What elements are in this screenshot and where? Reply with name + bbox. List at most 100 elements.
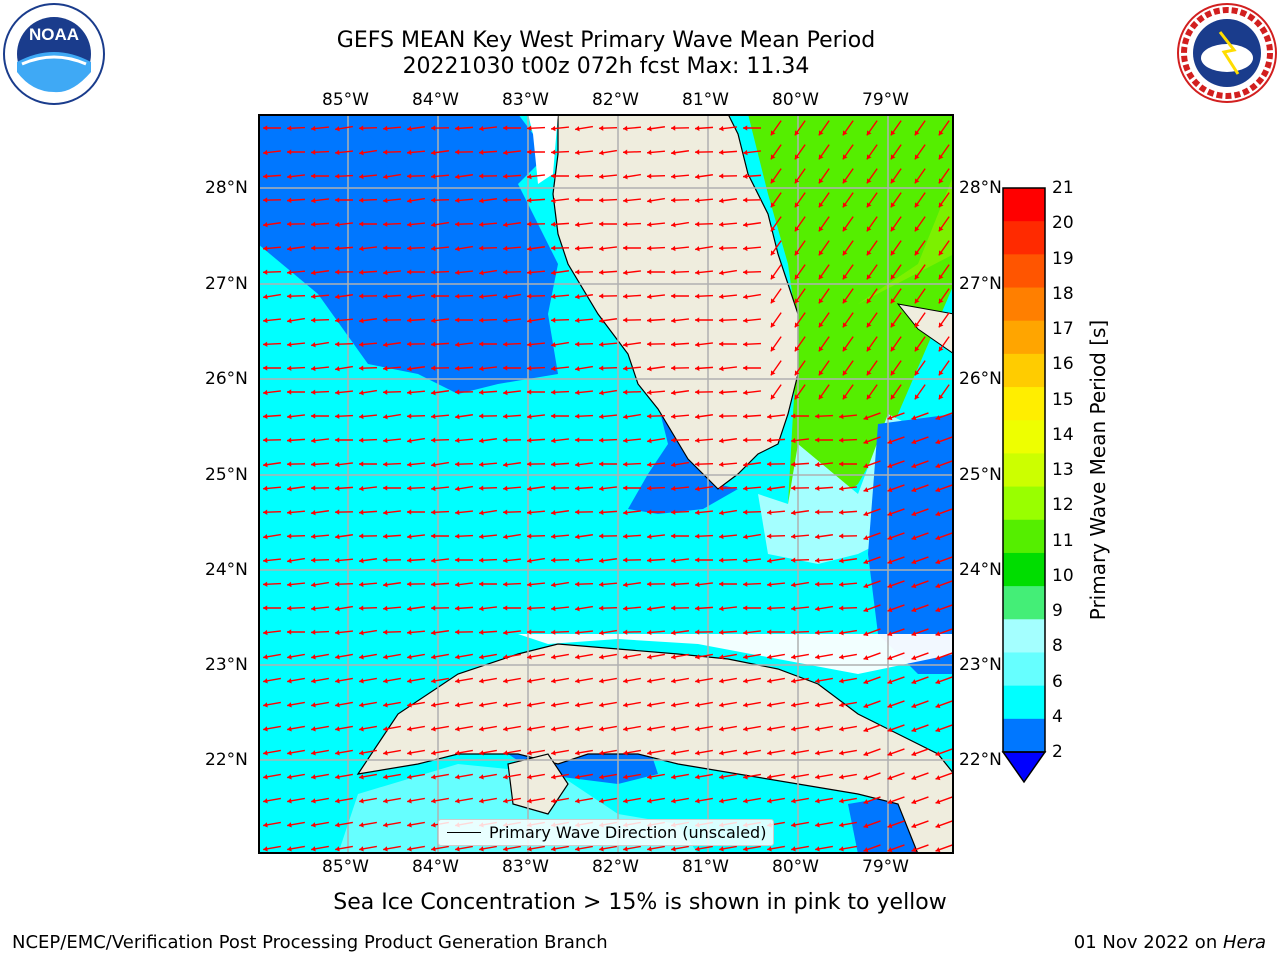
wave-direction-arrowhead [887,607,893,613]
wave-direction-arrowhead [623,509,628,516]
wave-direction-arrowhead [839,702,844,708]
wave-direction-arrowhead [938,130,944,136]
wave-direction-arrowhead [671,702,676,708]
wave-direction-arrowhead [383,317,388,323]
wave-direction-arrowhead [623,702,628,708]
wave-direction-arrowhead [911,415,917,421]
wave-direction-arrowhead [575,389,580,396]
wave-direction-arrowhead [794,370,800,376]
wave-direction-arrowhead [647,126,652,132]
wave-direction-arrowhead [407,509,412,515]
wave-direction-arrowhead [455,750,460,756]
colorbar-tick-label: 13 [1052,460,1074,480]
wave-direction-arrowhead [839,750,844,756]
wave-direction-arrowhead [383,437,388,444]
wave-direction-arrowhead [599,774,604,780]
wave-direction-arrowhead [503,197,508,203]
wave-direction-arrowhead [818,298,824,304]
wave-direction-arrowhead [887,535,893,541]
wave-direction-arrowhead [551,798,556,804]
wave-direction-arrowhead [263,222,268,228]
isle-of-youth [507,753,569,815]
lon-label-bottom: 79°W [862,857,909,877]
legend-line-sample [447,832,481,833]
wave-direction-arrowhead [863,655,869,661]
wave-direction-arrowhead [335,846,340,852]
wave-direction-arrowhead [359,150,364,156]
noaa-logo: NOAA [3,3,105,105]
wave-direction-arrowhead [527,389,532,395]
wave-direction-arrowhead [791,750,796,756]
wave-direction-arrowhead [455,149,460,155]
wave-direction-arrowhead [575,413,580,419]
wave-direction-arrowhead [743,173,748,180]
low-period-region-nw [258,114,398,194]
wave-direction-arrowhead [914,202,920,208]
wave-direction-arrowhead [743,750,748,756]
wave-direction-arrowhead [818,346,824,352]
wave-direction-arrowhead [671,654,676,660]
wave-direction-arrowhead [311,822,316,828]
wave-direction-arrowhead [311,413,316,419]
wave-direction-arrowhead [287,246,292,252]
wave-direction-arrowhead [263,173,268,180]
wave-direction-arrowhead [839,461,844,467]
wave-direction-arrowhead [359,437,364,443]
wave-direction-arrowhead [791,678,796,684]
wave-direction-arrowhead [743,222,748,228]
wave-direction-arrowhead [791,605,796,612]
wave-direction-arrowhead [719,125,724,132]
wave-direction-arrowhead [839,846,844,852]
wave-direction-arrowhead [263,822,268,828]
wave-direction-arrowhead [599,269,604,276]
wave-direction-arrowhead [863,679,869,685]
wave-direction-arrowhead [335,221,340,228]
wave-direction-arrowhead [551,654,556,660]
wave-direction-arrowhead [818,178,824,184]
wave-direction-arrowhead [263,245,268,252]
wave-direction-arrowhead [647,774,652,780]
wave-direction-arrowhead [575,509,580,515]
wave-direction-arrowhead [407,126,412,132]
wave-direction-arrowhead [407,173,412,179]
wave-direction-arrowhead [335,509,340,515]
wave-direction-arrowhead [479,798,484,804]
colorbar-block [1003,453,1045,488]
wave-direction-arrowhead [935,847,941,853]
wave-direction-arrowhead [551,557,556,563]
wave-direction-arrowhead [479,245,484,251]
wave-direction-arrowhead [794,130,800,136]
wave-direction-arrowhead [623,414,628,420]
wave-direction-arrowhead [671,557,676,564]
wave-direction-arrowhead [455,317,460,323]
wave-direction-arrowhead [719,533,724,540]
wave-direction-arrowhead [431,822,436,828]
wave-direction-arrowhead [815,629,820,636]
wave-direction-arrowhead [263,629,268,636]
wave-direction-arrowhead [671,245,676,252]
wave-direction-arrowhead [767,774,772,780]
wave-direction-arrowhead [599,654,604,660]
wave-direction-arrowhead [914,346,920,352]
wave-direction-arrowhead [791,413,796,419]
wave-direction-arrowhead [551,245,556,251]
wave-direction-arrowhead [839,630,844,636]
wave-direction-arrowhead [263,581,268,587]
wave-direction-arrowhead [863,751,869,757]
wave-direction-arrowhead [479,750,484,756]
wave-direction-arrowhead [431,341,436,348]
wave-direction-arrowhead [767,486,772,492]
wave-direction-arrowhead [455,414,460,420]
wave-direction-arrowhead [935,559,941,565]
wave-direction-arrowhead [263,846,268,852]
lat-label-left: 25°N [205,465,248,485]
wave-direction-arrowhead [407,221,412,228]
wave-direction-arrowhead [263,341,268,347]
wave-direction-arrowhead [935,583,941,589]
wave-direction-arrowhead [839,437,844,443]
wave-direction-arrowhead [503,365,508,371]
wave-direction-arrowhead [335,557,340,564]
wave-direction-arrowhead [383,726,388,732]
wave-direction-arrowhead [890,226,896,232]
wave-direction-arrowhead [551,365,556,372]
